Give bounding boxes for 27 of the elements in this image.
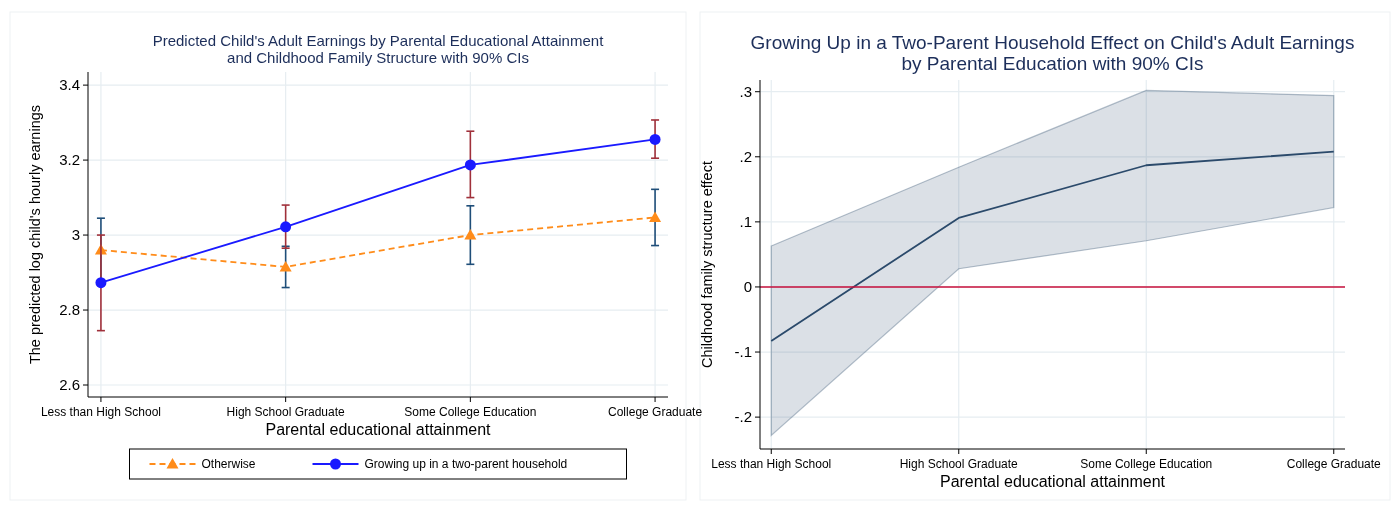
x-tick-label: Less than High School [711,457,832,471]
y-axis-title: Childhood family structure effect [699,161,715,368]
x-tick-label: High School Graduate [226,405,345,419]
x-tick-label: Some College Education [1080,457,1213,471]
y-tick-label: 2.6 [59,376,80,394]
y-tick-label: 3 [71,226,80,244]
y-tick-label: .1 [739,213,752,231]
y-axis-title: The predicted log child's hourly earnings [27,104,43,365]
y-tick-label: .2 [739,148,752,166]
y-tick-label: 3.2 [59,151,80,169]
x-axis-title: Parental educational attainment [265,421,492,438]
y-tick-label: -.1 [734,343,752,361]
y-tick-label: 2.8 [59,301,80,319]
legend-label: Growing up in a two-parent household [364,457,568,472]
chart-title: Predicted Child's Adult Earnings by Parental Educational Attainment and Childhood Family Structure with 90% CIs [152,32,605,66]
x-tick-label: College Graduate [608,405,703,419]
y-tick-label: 3.4 [59,76,80,94]
chart-title: Growing Up in a Two-Parent Household Effect on Child's Adult Earnings by Parental Education with 90% CIs [750,32,1355,75]
x-axis-title: Parental educational attainment [939,473,1166,490]
x-tick-label: College Graduate [1286,457,1382,471]
x-tick-label: Less than High School [40,405,161,419]
x-tick-label: High School Graduate [899,457,1019,471]
y-tick-label: .3 [739,82,752,100]
x-tick-label: Some College Education [404,405,537,419]
legend-label: Otherwise [201,457,256,472]
y-tick-label: -.2 [734,408,752,426]
y-tick-label: 0 [743,278,752,296]
